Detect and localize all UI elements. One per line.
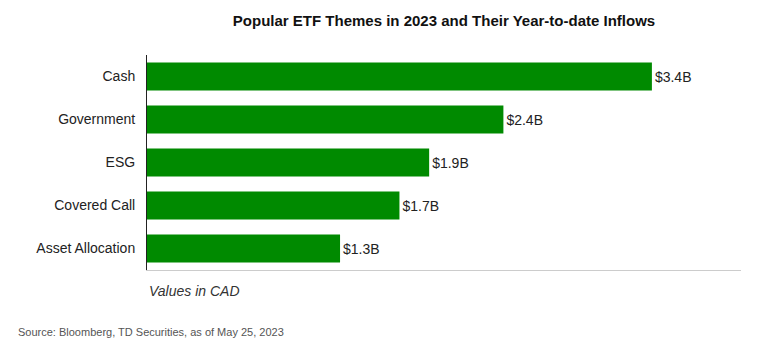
svg-text:$3.4B: $3.4B [655,69,692,85]
svg-text:Covered Call: Covered Call [54,197,135,213]
svg-text:$1.3B: $1.3B [343,241,380,257]
svg-text:Popular ETF Themes in 2023 and: Popular ETF Themes in 2023 and Their Yea… [233,12,655,29]
svg-text:Asset Allocation: Asset Allocation [36,240,135,256]
svg-text:Government: Government [58,111,135,127]
svg-text:Cash: Cash [103,68,136,84]
svg-text:$1.9B: $1.9B [432,155,469,171]
svg-text:ESG: ESG [106,154,136,170]
svg-text:Source: Bloomberg, TD Securiti: Source: Bloomberg, TD Securities, as of … [18,326,284,338]
svg-text:$2.4B: $2.4B [506,112,543,128]
svg-text:$1.7B: $1.7B [402,198,439,214]
svg-text:Values in CAD: Values in CAD [149,283,240,299]
